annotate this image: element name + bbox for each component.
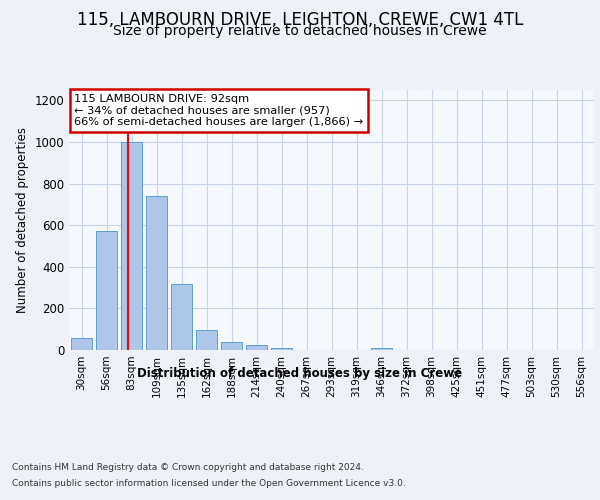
Bar bbox=[221, 342, 242, 350]
Bar bbox=[96, 232, 117, 350]
Bar bbox=[71, 338, 92, 350]
Text: 115 LAMBOURN DRIVE: 92sqm
← 34% of detached houses are smaller (957)
66% of semi: 115 LAMBOURN DRIVE: 92sqm ← 34% of detac… bbox=[74, 94, 364, 127]
Text: Distribution of detached houses by size in Crewe: Distribution of detached houses by size … bbox=[137, 368, 463, 380]
Bar bbox=[171, 284, 192, 350]
Bar bbox=[196, 330, 217, 350]
Text: Contains public sector information licensed under the Open Government Licence v3: Contains public sector information licen… bbox=[12, 479, 406, 488]
Bar bbox=[271, 348, 292, 350]
Text: Contains HM Land Registry data © Crown copyright and database right 2024.: Contains HM Land Registry data © Crown c… bbox=[12, 462, 364, 471]
Y-axis label: Number of detached properties: Number of detached properties bbox=[16, 127, 29, 313]
Bar bbox=[146, 196, 167, 350]
Text: 115, LAMBOURN DRIVE, LEIGHTON, CREWE, CW1 4TL: 115, LAMBOURN DRIVE, LEIGHTON, CREWE, CW… bbox=[77, 11, 523, 29]
Bar bbox=[121, 142, 142, 350]
Text: Size of property relative to detached houses in Crewe: Size of property relative to detached ho… bbox=[113, 24, 487, 38]
Bar bbox=[371, 348, 392, 350]
Bar bbox=[246, 345, 267, 350]
